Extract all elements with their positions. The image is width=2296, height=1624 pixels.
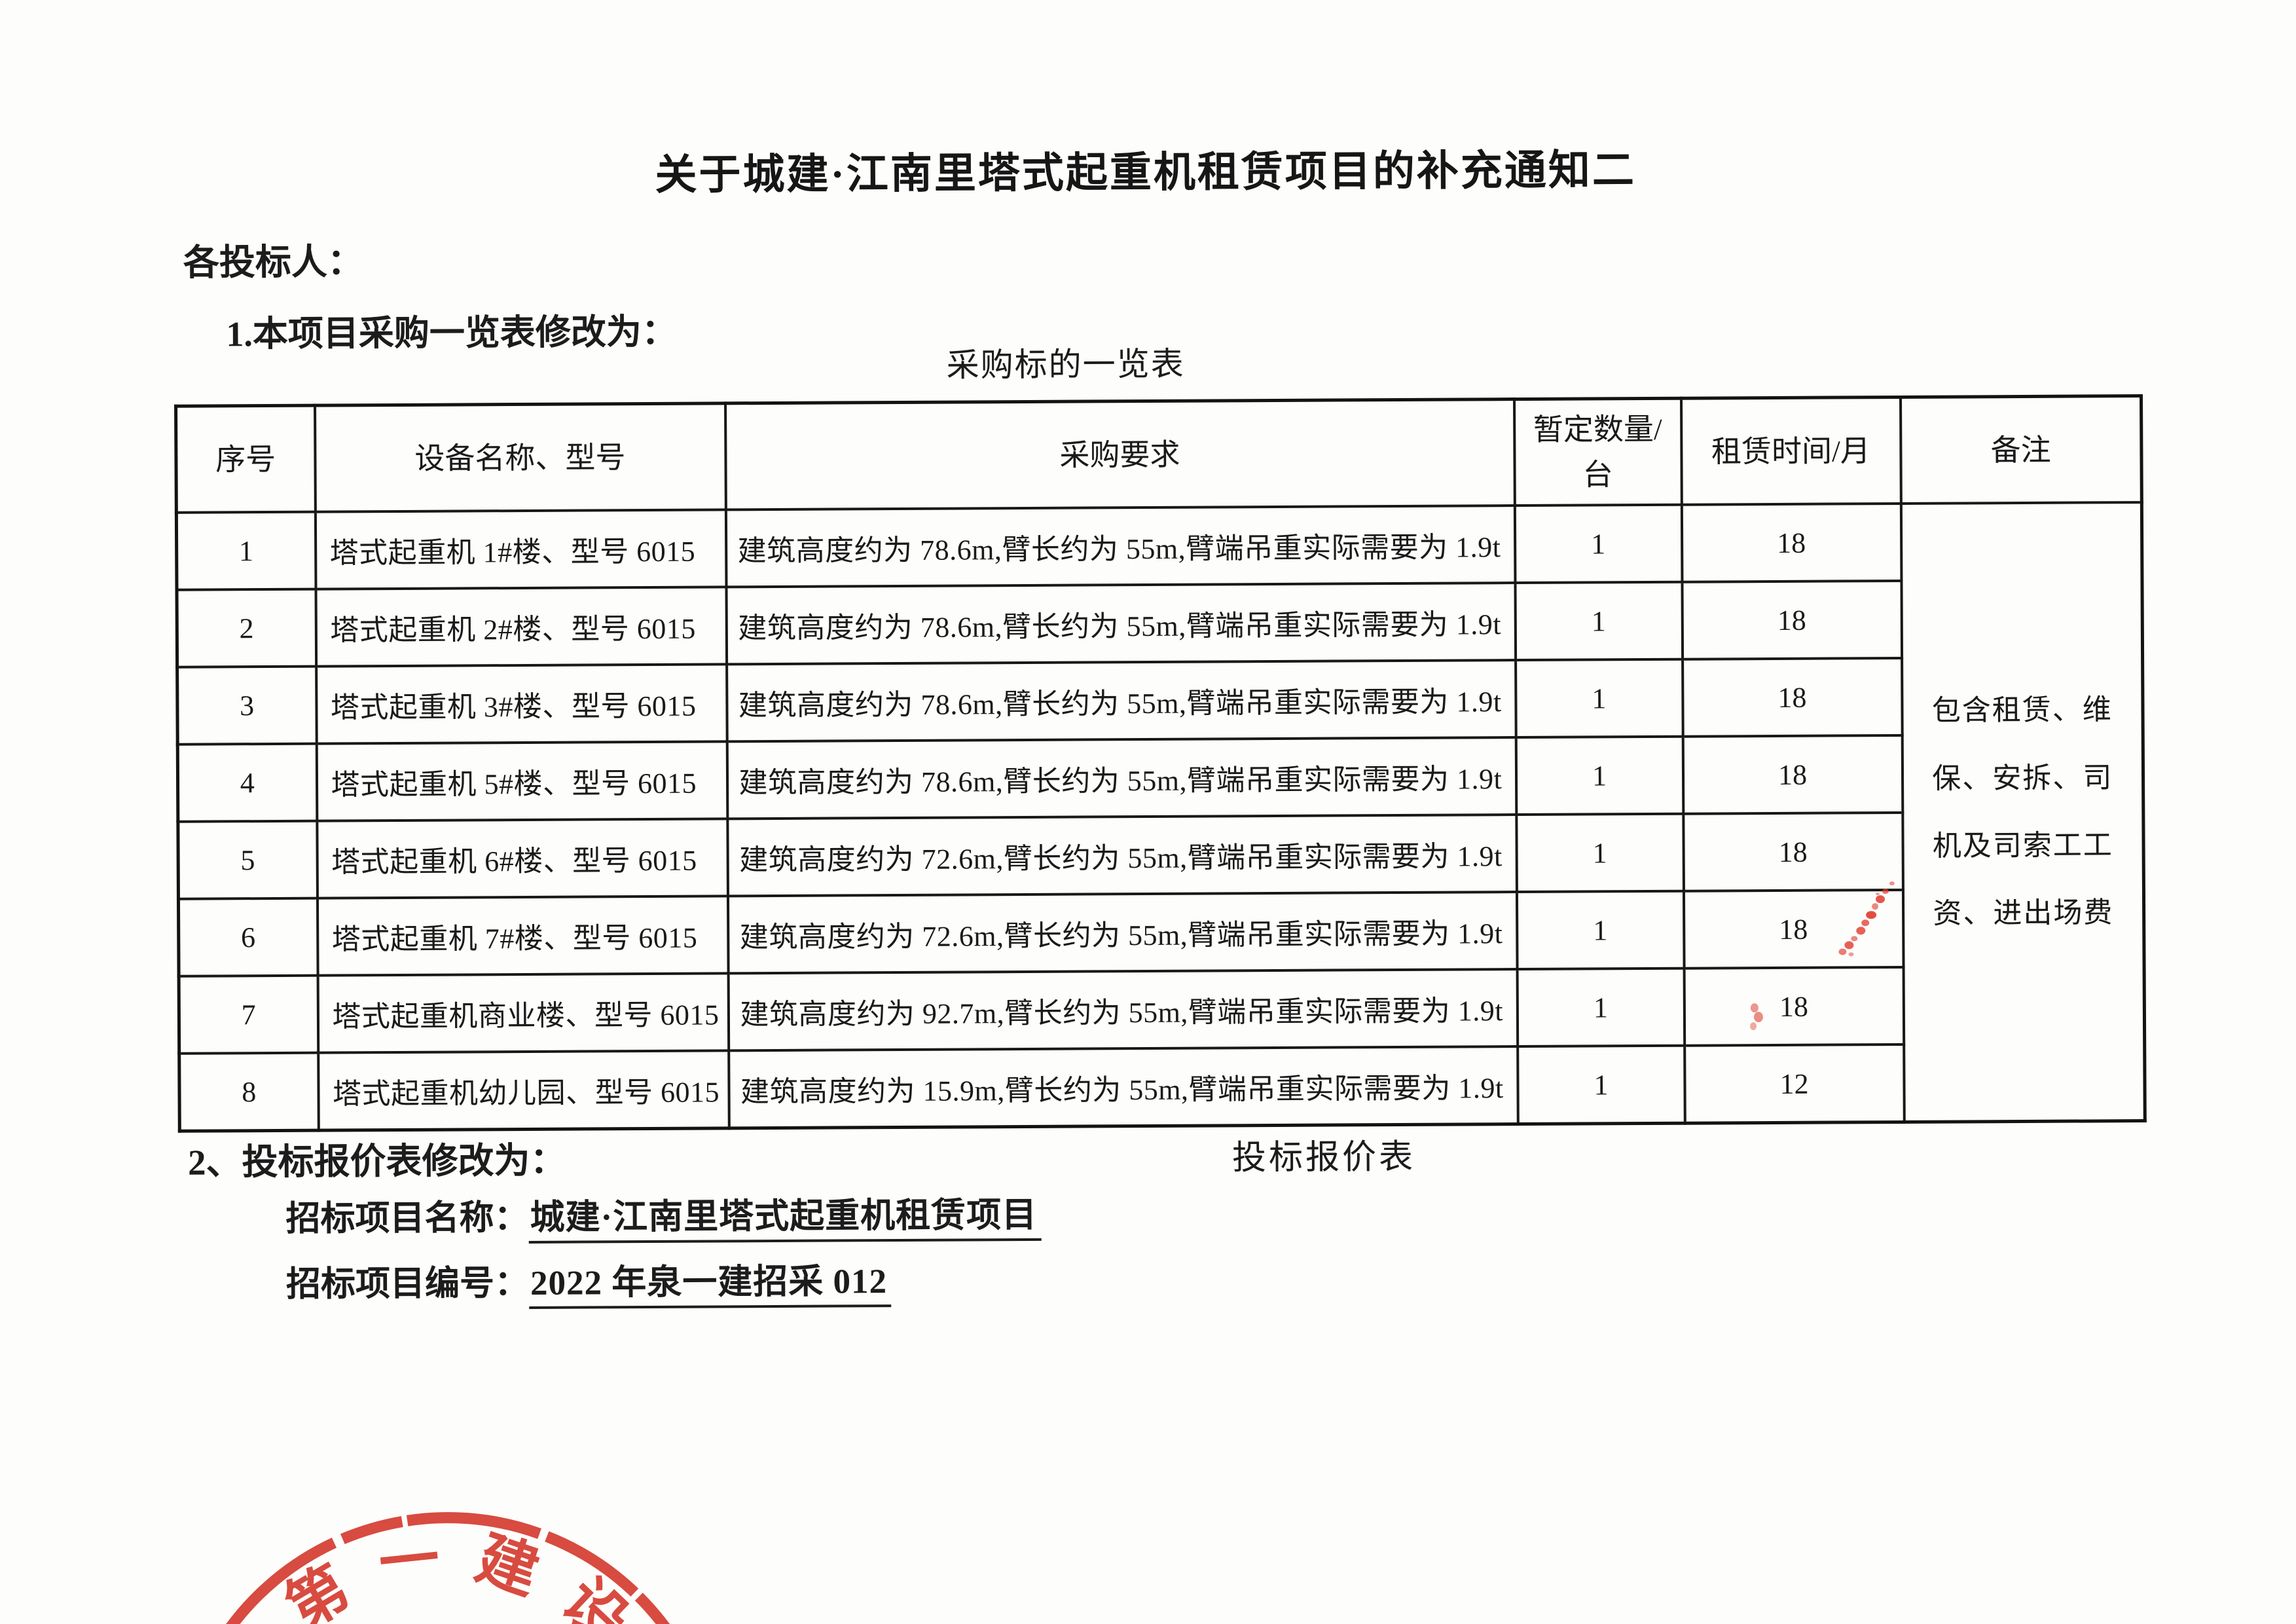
cell-requirement: 建筑高度约为 78.6m,臂长约为 55m,臂端吊重实际需要为 1.9t	[726, 660, 1516, 742]
cell-remark: 包含租赁、维保、安拆、司机及司索工工资、进出场费	[1901, 502, 2145, 1122]
page-title: 关于城建·江南里塔式起重机租赁项目的补充通知二	[655, 147, 1637, 198]
header-months: 租赁时间/月	[1681, 397, 1901, 505]
cell-device: 塔式起重机 3#楼、型号 6015	[316, 664, 727, 744]
project-name-value: 城建·江南里塔式起重机租赁项目	[528, 1196, 1042, 1244]
cell-requirement: 建筑高度约为 15.9m,臂长约为 55m,臂端吊重实际需要为 1.9t	[728, 1046, 1518, 1128]
cell-no: 3	[177, 666, 317, 745]
cell-qty: 1	[1516, 813, 1684, 893]
bid-price-table-title: 投标报价表	[1231, 1138, 1416, 1177]
project-code-value: 2022 年泉一建招采 012	[528, 1263, 892, 1309]
cell-months: 18	[1681, 580, 1902, 659]
cell-months: 18	[1684, 967, 1904, 1046]
header-remark: 备注	[1900, 396, 2142, 504]
cell-requirement: 建筑高度约为 78.6m,臂长约为 55m,臂端吊重实际需要为 1.9t	[725, 506, 1515, 587]
cell-device: 塔式起重机商业楼、型号 6015	[318, 973, 729, 1053]
cell-no: 7	[179, 975, 318, 1054]
header-row: 序号 设备名称、型号 采购要求 暂定数量/台 租赁时间/月 备注	[175, 396, 2142, 513]
cell-requirement: 建筑高度约为 78.6m,臂长约为 55m,臂端吊重实际需要为 1.9t	[727, 737, 1516, 819]
cell-months: 18	[1681, 503, 1901, 582]
cell-device: 塔式起重机 2#楼、型号 6015	[315, 587, 727, 667]
project-name-line: 招标项目名称：城建·江南里塔式起重机租赁项目	[285, 1187, 1042, 1244]
project-name-label: 招标项目名称：	[285, 1198, 529, 1238]
cell-qty: 1	[1517, 1045, 1685, 1124]
stamp-circle	[172, 1512, 724, 1624]
cell-no: 5	[177, 821, 318, 899]
cell-months: 18	[1682, 657, 1903, 737]
cell-device: 塔式起重机 5#楼、型号 6015	[316, 741, 727, 821]
cell-device: 塔式起重机 1#楼、型号 6015	[315, 509, 726, 589]
cell-months: 12	[1684, 1044, 1904, 1124]
table-body: 1 塔式起重机 1#楼、型号 6015 建筑高度约为 78.6m,臂长约为 55m,…	[176, 502, 2145, 1132]
red-ink-blot	[1750, 1003, 1763, 1031]
table-row: 3 塔式起重机 3#楼、型号 6015 建筑高度约为 78.6m,臂长约为 55m,…	[177, 657, 2143, 745]
red-ink-streak	[1838, 881, 1895, 957]
cell-qty: 1	[1514, 581, 1683, 661]
table-row: 4 塔式起重机 5#楼、型号 6015 建筑高度约为 78.6m,臂长约为 55m,…	[177, 734, 2143, 822]
salutation-line: 各投标人：	[183, 242, 364, 283]
cell-no: 4	[177, 743, 317, 822]
cell-no: 6	[178, 898, 318, 976]
header-qty: 暂定数量/台	[1514, 398, 1682, 506]
header-device: 设备名称、型号	[314, 403, 726, 512]
table-row: 2 塔式起重机 2#楼、型号 6015 建筑高度约为 78.6m,臂长约为 55m,…	[177, 580, 2143, 667]
cell-qty: 1	[1515, 659, 1683, 738]
project-code-label: 招标项目编号：	[285, 1264, 530, 1304]
cell-device: 塔式起重机幼儿园、型号 6015	[318, 1050, 729, 1131]
purchase-table-head: 序号 设备名称、型号 采购要求 暂定数量/台 租赁时间/月 备注	[175, 396, 2142, 513]
table-row: 7 塔式起重机商业楼、型号 6015 建筑高度约为 92.7m,臂长约为 55m,臂…	[179, 966, 2145, 1054]
cell-no: 1	[176, 511, 316, 590]
cell-no: 2	[177, 589, 316, 667]
cell-requirement: 建筑高度约为 92.7m,臂长约为 55m,臂端吊重实际需要为 1.9t	[728, 969, 1518, 1051]
cell-device: 塔式起重机 7#楼、型号 6015	[317, 896, 729, 976]
table-row: 8 塔式起重机幼儿园、型号 6015 建筑高度约为 15.9m,臂长约为 55m,臂…	[179, 1043, 2145, 1132]
cell-months: 18	[1683, 735, 1903, 814]
purchase-table: 序号 设备名称、型号 采购要求 暂定数量/台 租赁时间/月 备注 1 塔式起重机 …	[174, 394, 2147, 1133]
cell-device: 塔式起重机 6#楼、型号 6015	[316, 819, 728, 898]
cell-qty: 1	[1516, 736, 1683, 815]
cell-qty: 1	[1516, 891, 1685, 970]
item-2-line: 2、投标报价表修改为：	[187, 1140, 566, 1183]
cell-no: 8	[179, 1052, 319, 1132]
cell-qty: 1	[1514, 504, 1682, 583]
cell-requirement: 建筑高度约为 78.6m,臂长约为 55m,臂端吊重实际需要为 1.9t	[725, 583, 1516, 665]
company-stamp: 市第一建设有	[172, 1512, 724, 1624]
project-code-line: 招标项目编号：2022 年泉一建招采 012	[285, 1253, 892, 1309]
cell-requirement: 建筑高度约为 72.6m,臂长约为 55m,臂端吊重实际需要为 1.9t	[727, 892, 1518, 974]
cell-requirement: 建筑高度约为 72.6m,臂长约为 55m,臂端吊重实际需要为 1.9t	[727, 815, 1517, 896]
table-row: 1 塔式起重机 1#楼、型号 6015 建筑高度约为 78.6m,臂长约为 55m,…	[176, 502, 2145, 1122]
cell-qty: 1	[1517, 968, 1685, 1047]
header-seq: 序号	[175, 405, 316, 513]
header-requirement: 采购要求	[725, 399, 1515, 510]
